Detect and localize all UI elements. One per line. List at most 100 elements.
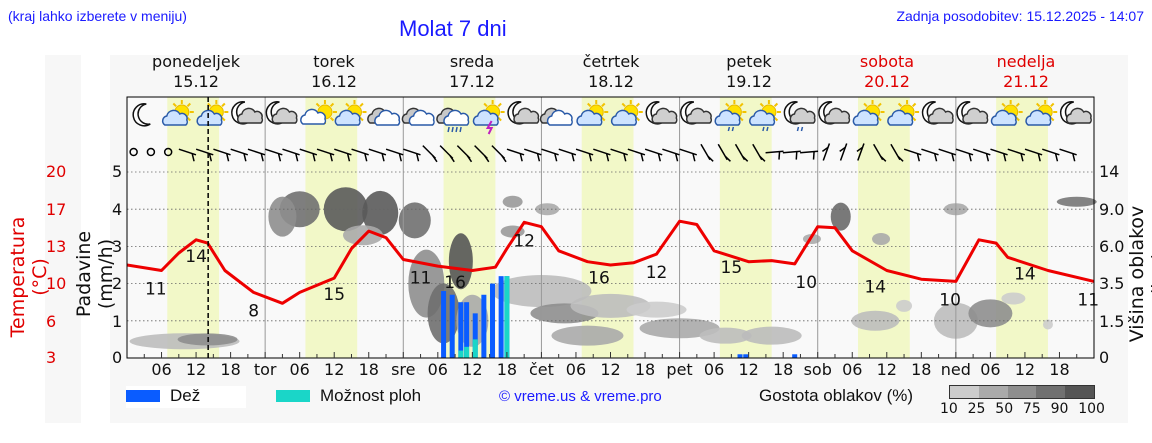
x-tick-label: 18: [772, 360, 794, 379]
temp-tick: 10: [46, 274, 67, 293]
day-header-thu: četrtek 18.12: [582, 52, 640, 91]
sun-cloud-icon: [852, 100, 885, 126]
moon-cloud-icon: [507, 101, 540, 125]
sun-cloud-drizzle-icon: [714, 100, 747, 132]
wind-barb-icon: [385, 148, 404, 162]
x-tick-label: ned: [940, 360, 971, 379]
moon-cloud-icon: [921, 101, 954, 125]
x-tick-label: 12: [324, 360, 345, 379]
x-tick-label: 18: [358, 360, 379, 379]
day-header-sun: nedelja 21.12: [996, 52, 1056, 91]
moon-icon: [132, 103, 151, 127]
x-tick-label: 06: [151, 360, 172, 379]
wind-barb-icon: [903, 148, 922, 162]
temp-tick: 17: [46, 200, 67, 219]
temp-tick: 3: [46, 348, 57, 367]
sun-thunder-icon: [472, 100, 505, 135]
wind-barb-icon: [1042, 148, 1060, 162]
wind-barb-icon: [679, 148, 697, 162]
wind-barb-icon: [644, 148, 663, 162]
wind-barb-icon: [541, 148, 559, 162]
legend-showers: Možnost ploh: [276, 386, 436, 408]
temp-value-label: 10: [939, 290, 961, 310]
precip-tick: 3: [112, 237, 123, 256]
showers-bar: [472, 339, 478, 358]
density-swatch-75-90: [1036, 386, 1066, 398]
precip-tick: 4: [112, 200, 123, 219]
density-swatch-25-50: [978, 386, 1008, 398]
cloud-icon: [367, 107, 401, 126]
rain-bar: [792, 354, 798, 358]
wind-barb-icon: [213, 148, 231, 162]
rain-bar: [737, 354, 743, 358]
day-header-fri: petek 19.12: [726, 52, 772, 91]
temp-value-label: 12: [513, 231, 535, 251]
wind-barb-icon: [195, 148, 214, 162]
copyright-link[interactable]: © vreme.us & vreme.pro: [499, 388, 662, 405]
wind-barb-icon: [264, 148, 283, 162]
wind-barb-icon: [422, 145, 438, 163]
showers-bar: [504, 276, 510, 358]
temp-value-label: 15: [323, 285, 345, 305]
moon-cloud-icon: [818, 101, 851, 125]
wind-barb-icon: [282, 148, 300, 162]
density-tick: 50: [995, 401, 1014, 417]
cloud-height-tick: 9.0: [1099, 200, 1125, 219]
last-update: Zadnja posodobitev: 15.12.2025 - 14:07: [896, 8, 1144, 24]
x-tick-label: sre: [391, 360, 416, 379]
showers-bar: [464, 346, 470, 358]
legend-rain: Dež: [126, 386, 246, 408]
density-tick: 100: [1078, 401, 1105, 417]
wind-barb-icon: [439, 145, 455, 163]
wind-barb-icon: [456, 145, 473, 163]
x-tick-label: čet: [528, 360, 554, 379]
moon-cloud-icon: [680, 101, 713, 125]
wind-barb-icon: [734, 143, 749, 162]
rain-swatch: [126, 390, 160, 402]
x-axis-labels: 06 12 18 tor 06 12 18 sre 06 12 18 čet 06 12 18 pet 06 12…: [0, 360, 1152, 382]
wind-barb-icon: [351, 148, 369, 162]
sun-cloud-drizzle-icon: [749, 100, 781, 132]
temp-value-label: 14: [1014, 264, 1036, 284]
wind-barb-icon: [368, 148, 387, 162]
precip-tick: 1: [112, 312, 123, 331]
rain-bar: [458, 302, 464, 358]
x-tick-label: 12: [185, 360, 207, 379]
x-tick-label: 18: [911, 360, 932, 379]
wind-barb-icon: [178, 148, 197, 162]
x-tick-label: 06: [427, 360, 448, 379]
temp-value-label: 11: [1077, 290, 1099, 310]
wind-barb-icon: [247, 148, 266, 162]
day-header-tue: torek 16.12: [311, 52, 357, 91]
temp-value-label: 14: [864, 277, 886, 297]
wind-barb-icon: [990, 148, 1008, 162]
wind-barb-icon: [800, 150, 819, 160]
day-header-mon: ponedeljek 15.12: [152, 52, 240, 91]
x-tick-label: 18: [220, 360, 241, 379]
sun-cloud-icon: [334, 100, 367, 126]
wind-barb-icon: [575, 148, 594, 162]
temp-axis-panel: [45, 55, 81, 423]
wind-barb-icon: [627, 148, 646, 162]
showers-swatch: [276, 390, 310, 402]
temp-tick: 20: [46, 162, 67, 181]
day-header-sat: sobota 20.12: [859, 52, 915, 91]
x-tick-label: 06: [289, 360, 310, 379]
temp-value-label: 15: [721, 258, 743, 278]
menu-hint[interactable]: (kraj lahko izberete v meniju): [8, 8, 187, 24]
density-tick: 75: [1022, 401, 1041, 417]
showers-legend-label: Možnost ploh: [320, 386, 422, 405]
x-tick-label: 06: [980, 360, 1001, 379]
moon-cloud-icon: [265, 101, 298, 125]
wind-barb-icon: [856, 143, 865, 161]
wind-barb-icon: [403, 148, 421, 162]
wind-barb-icon: [558, 148, 577, 162]
wind-barb-icon: [752, 143, 766, 162]
cloud-density-scale: [949, 385, 1095, 399]
rain-bar: [743, 354, 749, 358]
wind-barb-icon: [839, 143, 848, 161]
wind-barb-icon: [821, 143, 831, 161]
wind-barb-icon: [700, 143, 714, 162]
moon-cloud-icon: [1059, 101, 1092, 125]
